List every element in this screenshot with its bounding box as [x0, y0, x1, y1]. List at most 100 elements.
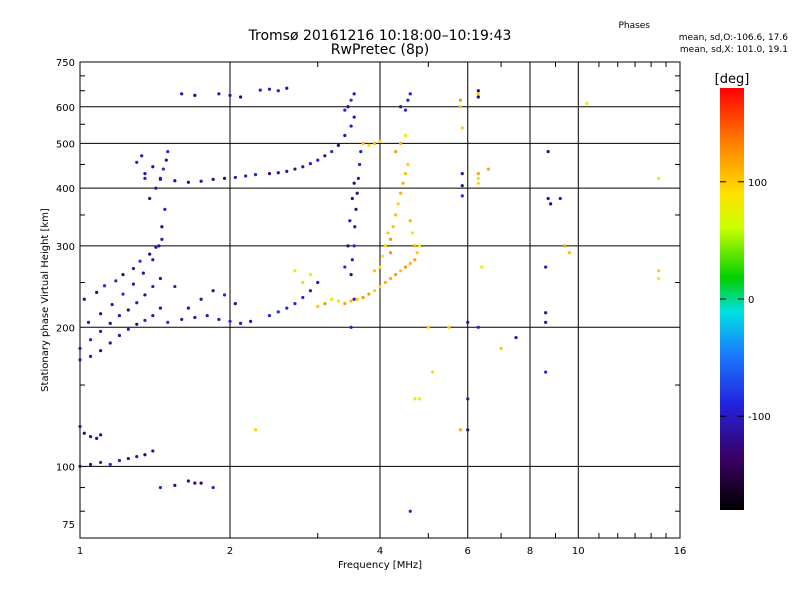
- data-point: [217, 317, 221, 322]
- data-point: [514, 335, 518, 340]
- y-tick-label: 600: [56, 103, 75, 114]
- data-point: [222, 293, 227, 297]
- data-point: [406, 162, 410, 167]
- data-point: [316, 280, 320, 285]
- colorbar-title: [deg]: [715, 72, 750, 87]
- data-point: [276, 171, 280, 175]
- data-point: [458, 98, 463, 102]
- data-point: [394, 149, 398, 154]
- x-tick-label: 6: [465, 546, 471, 557]
- data-point: [135, 322, 139, 326]
- data-point: [217, 92, 221, 96]
- data-point: [408, 92, 412, 96]
- data-point: [460, 126, 464, 130]
- data-point: [285, 86, 289, 90]
- data-point: [276, 89, 280, 93]
- colorbar-tick-label: -100: [748, 412, 771, 423]
- data-point: [173, 284, 177, 289]
- data-point: [430, 370, 435, 374]
- data-point: [126, 456, 130, 461]
- data-point: [160, 237, 164, 241]
- data-point: [126, 308, 130, 312]
- data-point: [253, 428, 258, 432]
- data-point: [657, 269, 661, 273]
- data-point: [399, 141, 403, 145]
- data-point: [413, 397, 417, 401]
- data-point: [99, 433, 103, 437]
- data-point: [399, 191, 403, 195]
- data-point: [151, 313, 155, 318]
- data-point: [78, 464, 82, 469]
- data-point: [199, 481, 203, 485]
- data-point: [350, 258, 354, 262]
- data-point: [114, 279, 118, 283]
- data-point: [308, 289, 313, 293]
- data-points: [78, 86, 661, 513]
- data-point: [211, 485, 215, 490]
- data-point: [131, 266, 136, 271]
- data-point: [166, 149, 170, 154]
- data-point: [143, 318, 147, 322]
- data-point: [408, 219, 412, 223]
- data-point: [249, 319, 253, 323]
- data-point: [383, 280, 387, 285]
- data-point: [140, 154, 144, 158]
- data-point: [193, 93, 197, 98]
- data-point: [460, 184, 464, 188]
- data-point: [410, 231, 415, 235]
- data-point: [544, 265, 548, 269]
- data-point: [88, 338, 93, 342]
- x-tick-label: 2: [227, 546, 233, 557]
- data-point: [403, 265, 408, 269]
- data-point: [466, 320, 470, 324]
- data-point: [466, 428, 470, 432]
- data-point: [267, 87, 272, 91]
- data-point: [399, 105, 403, 109]
- data-point: [108, 462, 112, 467]
- data-point: [161, 167, 165, 171]
- data-point: [372, 269, 377, 273]
- data-point: [476, 181, 480, 185]
- data-point: [285, 306, 289, 310]
- data-point: [346, 244, 350, 248]
- data-point: [361, 295, 365, 300]
- data-point: [99, 329, 103, 333]
- data-point: [403, 108, 408, 112]
- data-point: [164, 158, 168, 162]
- chart-subtitle: RwPretec (8p): [330, 42, 430, 58]
- data-point: [417, 244, 422, 248]
- colorbar-tick-label: 0: [748, 295, 754, 306]
- data-point: [117, 313, 122, 318]
- data-point: [222, 176, 227, 180]
- data-point: [352, 92, 356, 96]
- data-point: [399, 269, 403, 273]
- data-point: [267, 313, 272, 318]
- data-point: [301, 295, 305, 300]
- data-point: [143, 176, 147, 180]
- data-point: [99, 312, 103, 316]
- data-point: [308, 162, 313, 166]
- data-point: [121, 273, 125, 277]
- data-point: [186, 306, 190, 310]
- data-point: [367, 143, 371, 147]
- y-axis: 75 100 200 300 400 500 600 750: [56, 58, 680, 531]
- data-point: [394, 273, 398, 277]
- data-point: [233, 302, 237, 306]
- data-point: [367, 292, 371, 296]
- data-point: [546, 149, 550, 154]
- data-point: [117, 458, 122, 463]
- data-point: [258, 88, 262, 92]
- data-point: [406, 98, 410, 102]
- data-point: [180, 317, 184, 322]
- x-tick-label: 1: [77, 546, 83, 557]
- data-point: [413, 258, 417, 262]
- data-point: [343, 302, 347, 306]
- data-point: [110, 302, 114, 307]
- data-point: [228, 93, 232, 98]
- data-point: [267, 172, 272, 176]
- data-point: [88, 354, 93, 358]
- data-point: [486, 167, 490, 171]
- data-point: [151, 165, 155, 169]
- data-point: [372, 289, 377, 293]
- data-point: [378, 265, 382, 269]
